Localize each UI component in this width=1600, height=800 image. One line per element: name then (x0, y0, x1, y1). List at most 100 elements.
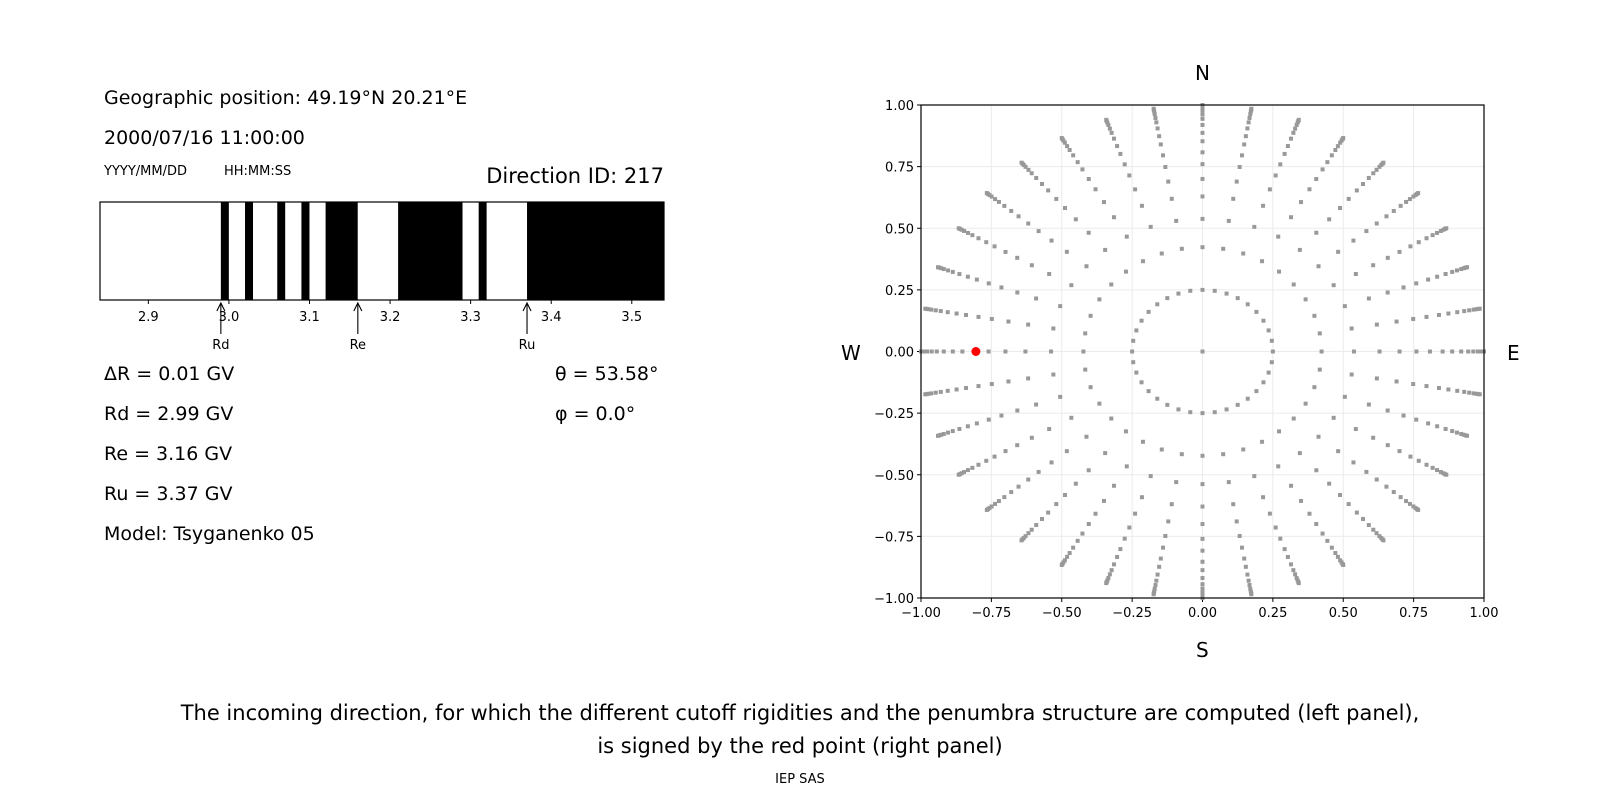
direction-point (1200, 116, 1205, 121)
direction-point (1354, 510, 1359, 515)
direction-point (1408, 244, 1413, 249)
direction-point (1454, 268, 1459, 273)
direction-point (1093, 511, 1098, 516)
direction-point (992, 244, 997, 249)
direction-point (1002, 495, 1007, 500)
direction-point (1333, 147, 1338, 152)
direction-point (1450, 349, 1455, 354)
direction-point (1155, 572, 1160, 577)
direction-point (1154, 578, 1159, 583)
direction-point (989, 316, 994, 321)
direction-point (1325, 538, 1330, 543)
direction-point (1026, 322, 1031, 327)
direction-point (1424, 462, 1429, 467)
direction-point (1086, 177, 1091, 182)
direction-point (1015, 290, 1020, 295)
direction-point (1009, 490, 1014, 495)
direction-point (1104, 581, 1109, 586)
direction-point (1338, 493, 1343, 498)
direction-point (989, 504, 994, 509)
direction-point (1067, 147, 1072, 152)
direction-point (1009, 208, 1014, 213)
direction-point (1391, 208, 1396, 213)
penumbra-segment-black (277, 202, 286, 300)
direction-point (960, 349, 965, 354)
direction-point (1111, 215, 1116, 220)
direction-point (1270, 349, 1275, 354)
direction-point (1188, 288, 1193, 293)
direction-point (1101, 498, 1106, 503)
direction-point (1036, 469, 1041, 474)
direction-point (1351, 349, 1356, 354)
direction-point (1314, 521, 1319, 526)
direction-point (1278, 162, 1283, 167)
direction-point (1435, 424, 1440, 429)
direction-point (1351, 238, 1356, 243)
direction-point (1152, 112, 1157, 117)
direction-point (1200, 482, 1205, 487)
direction-point (1040, 516, 1045, 521)
direction-point (1245, 126, 1250, 131)
direction-point (1269, 360, 1274, 365)
direction-point (1058, 304, 1063, 309)
direction-point (950, 269, 955, 274)
direction-point (957, 272, 962, 277)
y-tick-label: 0.25 (885, 284, 914, 299)
direction-point (1351, 460, 1356, 465)
direction-point (1381, 160, 1386, 165)
direction-point (1075, 538, 1080, 543)
rd-value: Rd = 2.99 GV (104, 403, 234, 425)
direction-point (1377, 349, 1382, 354)
direction-point (1335, 554, 1340, 559)
y-tick-label: −0.50 (874, 469, 914, 484)
direction-point (1416, 191, 1421, 196)
direction-point (1034, 296, 1039, 301)
geo-position: Geographic position: 49.19°N 20.21°E (104, 87, 468, 109)
y-tick-label: 0.75 (885, 161, 914, 176)
direction-point (1123, 429, 1128, 434)
selected-direction-point (971, 347, 981, 356)
direction-point (1314, 177, 1319, 182)
y-tick-label: −0.25 (874, 407, 914, 422)
direction-point (1241, 447, 1246, 452)
direction-point (1261, 495, 1266, 500)
direction-point (1054, 196, 1059, 201)
direction-point (1026, 531, 1031, 536)
arrow-head-icon (522, 301, 532, 312)
penumbra-segment-white (253, 202, 278, 300)
direction-point (1341, 562, 1346, 567)
direction-point (1221, 246, 1226, 251)
direction-point (1051, 326, 1056, 331)
direction-point (1398, 203, 1403, 208)
direction-point (1349, 326, 1354, 331)
direction-point (1455, 388, 1460, 393)
direction-point (1036, 229, 1041, 234)
direction-point (1224, 291, 1229, 296)
direction-point (1267, 511, 1272, 516)
direction-point (986, 417, 991, 422)
direction-point (1317, 331, 1322, 336)
direction-point (1385, 408, 1390, 413)
direction-point (1408, 454, 1413, 459)
direction-point (1331, 415, 1336, 420)
direction-point (1303, 401, 1308, 406)
direction-point (1371, 263, 1376, 268)
direction-point (1083, 367, 1088, 372)
direction-point (1273, 525, 1278, 530)
direction-point (1109, 282, 1114, 287)
direction-point (1471, 391, 1476, 396)
direction-point (938, 389, 943, 394)
direction-point (1026, 376, 1031, 381)
direction-point (1320, 167, 1325, 172)
direction-point (1416, 458, 1421, 463)
direction-point (1273, 173, 1278, 178)
compass-north: N (1195, 61, 1210, 85)
direction-point (1247, 583, 1252, 588)
direction-point (1436, 386, 1441, 391)
direction-point (1131, 338, 1136, 343)
direction-point (1124, 234, 1129, 239)
direction-point (1293, 572, 1298, 577)
direction-point (1384, 214, 1389, 219)
direction-point (1314, 230, 1319, 235)
